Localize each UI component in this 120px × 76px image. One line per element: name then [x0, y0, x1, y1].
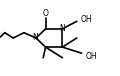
Text: N: N: [60, 24, 65, 33]
Text: N: N: [32, 34, 38, 42]
Text: OH: OH: [85, 52, 97, 61]
Text: O: O: [43, 9, 48, 18]
Text: OH: OH: [81, 15, 92, 24]
